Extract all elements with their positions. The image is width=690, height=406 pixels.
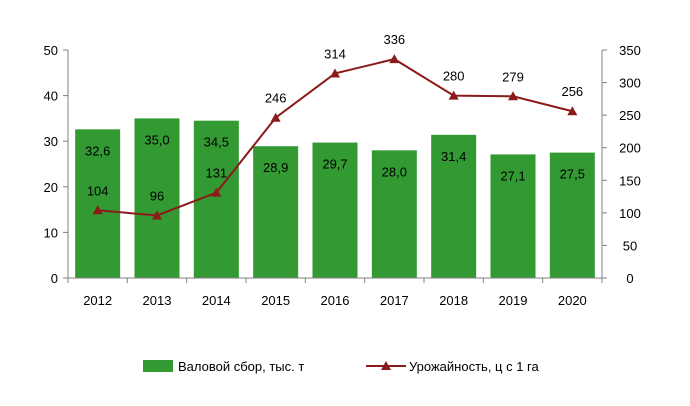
y-right-tick-label: 100 (619, 206, 641, 221)
bar-value-label-2020: 27,5 (560, 167, 585, 182)
yield-point-2020 (567, 106, 578, 116)
yield-value-label-2016: 314 (324, 46, 346, 61)
yield-value-label-2012: 104 (87, 183, 109, 198)
bar-value-label-2017: 28,0 (382, 164, 407, 179)
yield-point-2018 (448, 90, 459, 100)
bar-value-label-2012: 32,6 (85, 143, 110, 158)
x-tick-label-2014: 2014 (202, 293, 231, 308)
yield-value-label-2013: 96 (150, 188, 164, 203)
yield-value-label-2015: 246 (265, 91, 287, 106)
y-left-tick-label: 30 (44, 134, 58, 149)
y-right-tick-label: 150 (619, 173, 641, 188)
legend-label-line: Урожайность, ц с 1 га (409, 359, 540, 374)
yield-point-2012 (92, 205, 103, 215)
bar-value-label-2013: 35,0 (144, 132, 169, 147)
legend-label-bar: Валовой сбор, тыс. т (178, 359, 304, 374)
yield-point-2019 (508, 91, 518, 101)
yield-value-label-2014: 131 (205, 166, 227, 181)
y-left-tick-label: 40 (44, 89, 58, 104)
line-layer (92, 54, 578, 220)
yield-point-2014 (211, 187, 222, 197)
bar-value-label-2019: 27,1 (500, 168, 525, 183)
bar-2017 (371, 150, 417, 278)
x-tick-label-2015: 2015 (261, 293, 290, 308)
x-tick-label-2013: 2013 (143, 293, 172, 308)
x-tick-label-2019: 2019 (499, 293, 528, 308)
legend-marker-triangle (381, 361, 391, 370)
yield-value-label-2017: 336 (383, 32, 405, 47)
bar-2018 (431, 134, 477, 278)
bar-2015 (253, 146, 299, 278)
yield-point-2017 (389, 54, 400, 64)
x-tick-label-2017: 2017 (380, 293, 409, 308)
bar-2016 (312, 142, 358, 278)
bar-value-label-2014: 34,5 (204, 135, 229, 150)
bar-value-label-2018: 31,4 (441, 149, 466, 164)
x-tick-label-2020: 2020 (558, 293, 587, 308)
bar-2012 (75, 129, 121, 278)
y-left-tick-label: 0 (51, 271, 58, 286)
bars-layer (75, 118, 595, 279)
y-right-tick-label: 0 (626, 271, 633, 286)
yield-point-2016 (330, 68, 340, 78)
bar-value-label-2015: 28,9 (263, 160, 288, 175)
x-tick-label-2016: 2016 (321, 293, 350, 308)
bar-2019 (490, 154, 536, 278)
axes-layer: 0 10 20 30 40 50 0 50 100 150 200 250 300 350 2012 2013… (44, 43, 641, 308)
y-right-tick-label: 250 (619, 108, 641, 123)
yield-value-label-2020: 256 (561, 84, 583, 99)
x-tick-label-2018: 2018 (439, 293, 468, 308)
labels-layer: 32,6 35,0 34,5 28,9 29,7 28,0 31,4 27,1 27,5 104 9… (85, 32, 585, 203)
yield-value-label-2018: 280 (443, 69, 465, 84)
yield-point-2013 (152, 210, 162, 220)
y-left-tick-label: 10 (44, 225, 58, 240)
bar-2020 (549, 152, 595, 278)
y-left-tick-label: 20 (44, 180, 58, 195)
x-tick-label-2012: 2012 (83, 293, 112, 308)
y-right-tick-label: 200 (619, 141, 641, 156)
y-right-tick-label: 300 (619, 76, 641, 91)
y-right-tick-label: 350 (619, 43, 641, 58)
yield-value-label-2019: 279 (502, 69, 524, 84)
bar-value-label-2016: 29,7 (322, 157, 347, 172)
bar-2013 (134, 118, 180, 279)
legend-swatch-bar (143, 360, 173, 372)
y-right-tick-label: 50 (623, 238, 637, 253)
y-left-tick-label: 50 (44, 43, 58, 58)
yield-point-2015 (270, 112, 281, 122)
legend: Валовой сбор, тыс. т Урожайность, ц с 1 … (143, 359, 540, 374)
